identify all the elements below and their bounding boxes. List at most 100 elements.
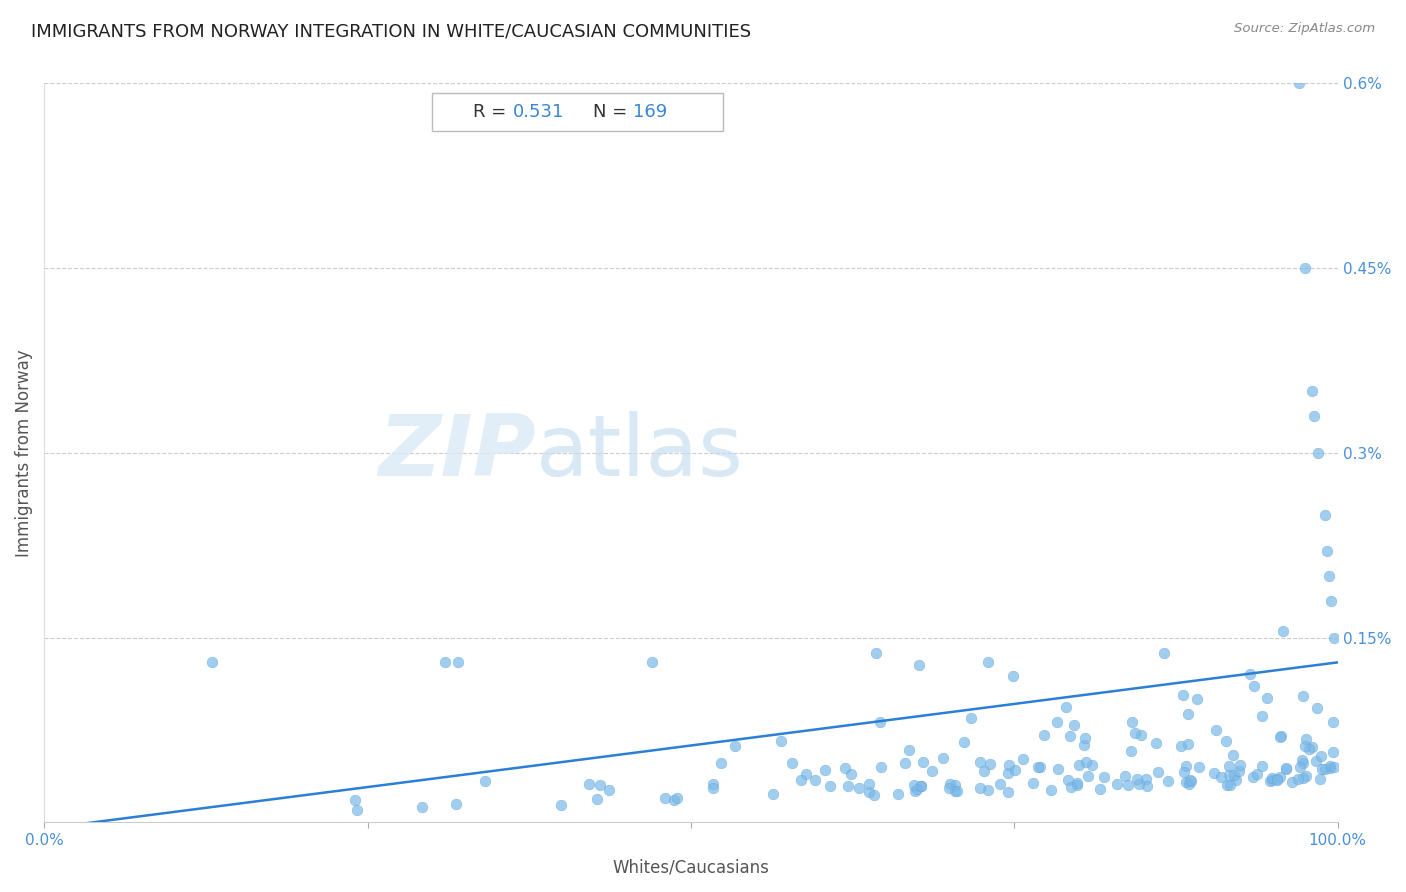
Point xyxy=(1209,770,1232,784)
Point xyxy=(1241,770,1264,784)
Point xyxy=(1301,384,1323,399)
Point xyxy=(1202,765,1225,780)
Point xyxy=(1136,779,1159,793)
Point xyxy=(1315,762,1337,776)
Point xyxy=(1272,624,1295,638)
Point xyxy=(1092,770,1115,784)
Point xyxy=(710,756,733,770)
Point xyxy=(1028,760,1050,774)
Point xyxy=(903,784,925,798)
Point xyxy=(641,656,664,670)
Point xyxy=(848,781,870,796)
Point xyxy=(1281,774,1303,789)
Point xyxy=(1274,762,1296,776)
Point xyxy=(910,779,932,793)
Point xyxy=(1188,759,1211,773)
Point xyxy=(1305,754,1327,768)
Point xyxy=(1105,776,1128,790)
Point xyxy=(1081,758,1104,772)
Point xyxy=(1323,631,1346,645)
Point xyxy=(1270,770,1292,784)
Point xyxy=(1174,775,1197,789)
Point xyxy=(1119,744,1142,758)
Point xyxy=(1270,729,1292,743)
Point xyxy=(865,646,887,660)
Point xyxy=(858,785,880,799)
Point xyxy=(939,777,962,791)
Text: Source: ZipAtlas.com: Source: ZipAtlas.com xyxy=(1234,22,1375,36)
Point xyxy=(1223,768,1246,782)
Point xyxy=(1130,728,1153,742)
Point xyxy=(1322,714,1344,729)
Point xyxy=(911,755,934,769)
Point xyxy=(1146,764,1168,779)
Point xyxy=(1116,778,1139,792)
Point xyxy=(1250,709,1272,723)
Point xyxy=(1251,759,1274,773)
Point xyxy=(1319,761,1341,775)
Point xyxy=(1261,771,1284,785)
Point xyxy=(1229,757,1251,772)
Point xyxy=(897,743,920,757)
Point xyxy=(1289,759,1312,773)
Point xyxy=(893,756,915,771)
Point xyxy=(1054,699,1077,714)
Point xyxy=(1040,782,1063,797)
Point xyxy=(903,778,925,792)
Point xyxy=(1268,730,1291,744)
Point xyxy=(346,803,368,817)
Point xyxy=(1177,737,1199,751)
Point xyxy=(1319,758,1341,772)
Point xyxy=(1227,764,1250,778)
Point xyxy=(434,656,457,670)
Point xyxy=(1066,776,1088,790)
Point xyxy=(1128,777,1150,791)
Point xyxy=(1057,772,1080,787)
Point xyxy=(1180,774,1202,789)
Point xyxy=(585,792,607,806)
Point xyxy=(1294,739,1316,753)
Point xyxy=(1286,772,1309,787)
Point xyxy=(1322,745,1344,759)
Point xyxy=(578,777,600,791)
Point xyxy=(201,656,224,670)
Point xyxy=(1178,777,1201,791)
Point xyxy=(666,790,689,805)
Point xyxy=(1073,738,1095,752)
Point xyxy=(969,780,991,795)
Text: N =: N = xyxy=(593,103,633,121)
Point xyxy=(1215,733,1237,747)
Point xyxy=(1205,723,1227,738)
Point xyxy=(977,783,1000,797)
Point xyxy=(1069,758,1091,772)
Point xyxy=(932,751,955,765)
Point xyxy=(1265,773,1288,788)
Point xyxy=(997,765,1019,780)
Point xyxy=(997,785,1019,799)
Point xyxy=(762,787,785,801)
Point xyxy=(998,757,1021,772)
Point xyxy=(1173,688,1195,702)
Point xyxy=(447,656,470,670)
Point xyxy=(908,658,931,673)
Point xyxy=(1292,756,1315,770)
Point xyxy=(1063,718,1085,732)
Point xyxy=(1288,77,1310,91)
Text: IMMIGRANTS FROM NORWAY INTEGRATION IN WHITE/CAUCASIAN COMMUNITIES: IMMIGRANTS FROM NORWAY INTEGRATION IN WH… xyxy=(31,22,751,40)
Point xyxy=(1303,409,1326,423)
Point xyxy=(969,755,991,769)
X-axis label: Whites/Caucasians: Whites/Caucasians xyxy=(613,859,769,877)
Point xyxy=(1114,769,1136,783)
Point xyxy=(1310,762,1333,776)
Point xyxy=(1316,544,1339,558)
Point xyxy=(1173,764,1195,779)
Point xyxy=(780,756,803,771)
Point xyxy=(1309,772,1331,787)
Point xyxy=(794,767,817,781)
Point xyxy=(960,711,983,725)
Point xyxy=(988,777,1011,791)
Point xyxy=(1298,742,1320,756)
Point xyxy=(344,793,367,807)
Point xyxy=(1153,647,1175,661)
Point xyxy=(834,761,856,775)
